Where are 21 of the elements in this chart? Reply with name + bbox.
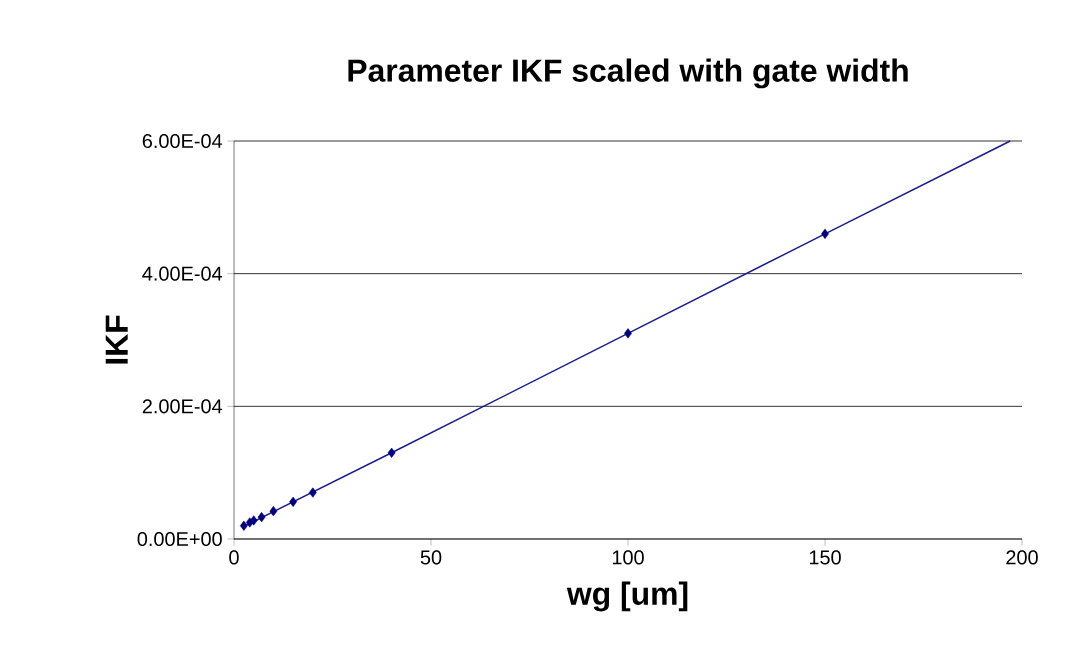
x-tick-label: 100 [612, 550, 644, 565]
y-tick-label: 0.00E+00 [137, 531, 222, 547]
point [821, 228, 829, 239]
y-axis-title: IKF [105, 315, 128, 364]
point [289, 496, 297, 507]
point [249, 515, 258, 526]
point [624, 328, 632, 339]
point [387, 447, 396, 458]
chart-title: Parameter IKF scaled with gate width [348, 58, 908, 89]
x-tick-label: 50 [420, 550, 442, 565]
point [308, 487, 317, 498]
y-tick-label: 6.00E-04 [142, 133, 223, 149]
x-tick-label: 200 [1006, 550, 1038, 565]
point [269, 506, 278, 517]
y-tick-label: 4.00E-04 [142, 266, 223, 281]
x-axis-title: wg [um] [566, 581, 688, 612]
point [257, 512, 266, 523]
point [240, 520, 248, 531]
x-tick-label: 150 [809, 550, 841, 565]
x-tick-label: 0 [229, 550, 239, 565]
y-tick-label: 2.00E-04 [142, 399, 223, 414]
